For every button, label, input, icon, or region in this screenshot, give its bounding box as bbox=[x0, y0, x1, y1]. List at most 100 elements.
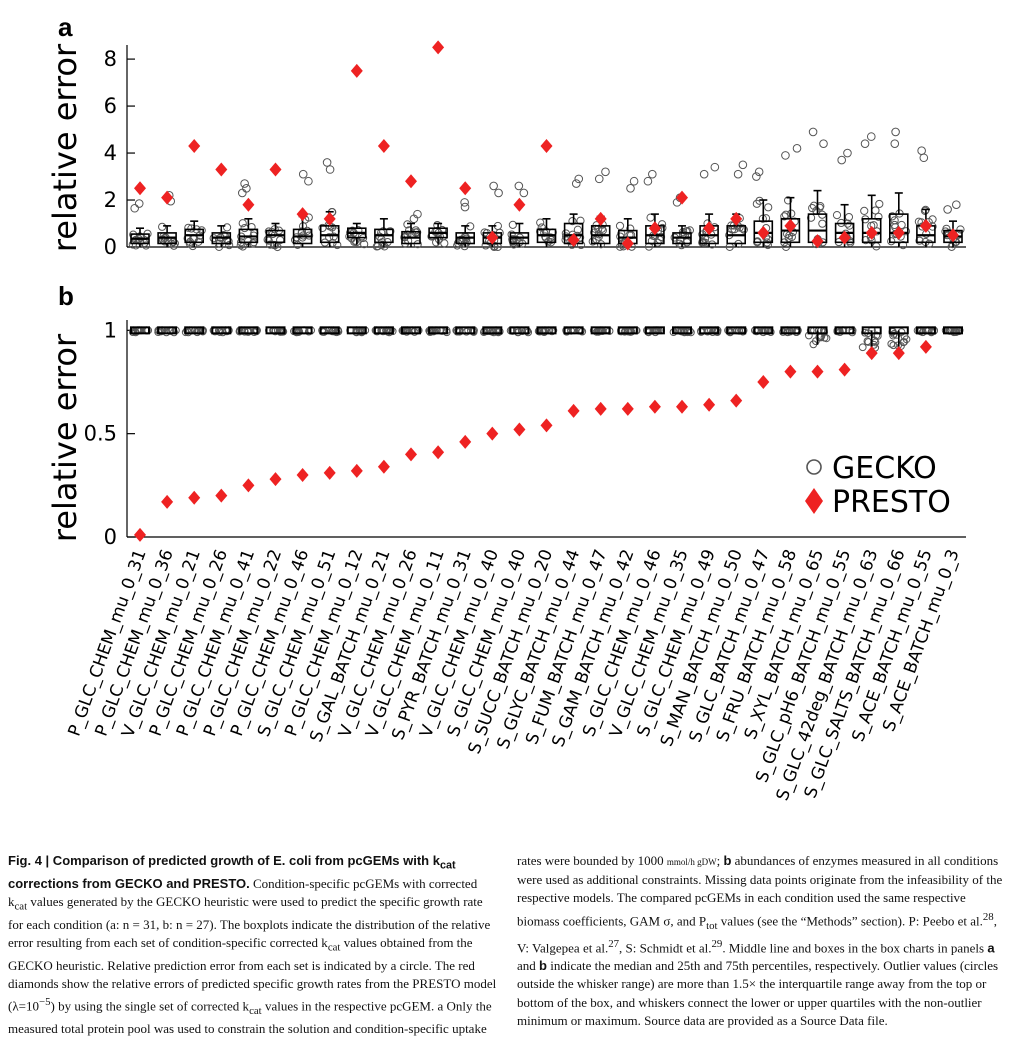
legend: GECKO PRESTO bbox=[805, 451, 951, 520]
gecko-point bbox=[240, 223, 249, 233]
gecko-outlier bbox=[571, 179, 581, 188]
gecko-point bbox=[889, 341, 898, 350]
gecko-point bbox=[169, 241, 179, 250]
gecko-outlier bbox=[643, 176, 653, 186]
presto-diamond bbox=[784, 364, 797, 379]
gecko-point bbox=[899, 338, 908, 347]
gecko-point bbox=[537, 223, 546, 232]
box bbox=[834, 326, 855, 335]
presto-diamond bbox=[676, 190, 688, 205]
gecko-point bbox=[490, 241, 499, 251]
gecko-point bbox=[426, 328, 435, 336]
presto-diamond bbox=[947, 228, 959, 243]
box bbox=[780, 326, 801, 335]
gecko-point bbox=[433, 226, 442, 236]
gecko-outlier bbox=[413, 209, 422, 219]
gecko-point bbox=[875, 199, 884, 209]
caption-segment: 27 bbox=[608, 937, 620, 950]
gecko-point bbox=[546, 233, 555, 242]
gecko-point bbox=[620, 327, 629, 336]
presto-diamond bbox=[865, 346, 878, 361]
gecko-point bbox=[536, 218, 545, 227]
caption-segment: abundances of enzymes measured in all co… bbox=[517, 853, 1003, 928]
gecko-point bbox=[238, 219, 247, 228]
gecko-point bbox=[440, 239, 449, 248]
gecko-outlier bbox=[514, 181, 524, 191]
gecko-outlier bbox=[322, 158, 332, 167]
gecko-outlier bbox=[754, 167, 764, 177]
presto-diamond bbox=[459, 434, 472, 449]
gecko-outlier bbox=[733, 169, 743, 179]
presto-diamond bbox=[296, 207, 309, 222]
gecko-point bbox=[787, 209, 796, 218]
gecko-point bbox=[576, 216, 585, 225]
x-tick-labels: P_GLC_CHEM_mu_0_31P_GLC_CHEM_mu_0_36V_GL… bbox=[64, 547, 963, 804]
presto-diamond bbox=[377, 139, 390, 153]
gecko-outlier bbox=[648, 169, 657, 179]
gecko-point bbox=[462, 234, 471, 243]
box bbox=[401, 326, 421, 335]
gecko-point bbox=[568, 217, 577, 226]
gecko-point bbox=[509, 240, 518, 249]
presto-diamond bbox=[730, 393, 743, 408]
presto-diamond bbox=[648, 221, 661, 236]
gecko-point bbox=[360, 240, 369, 249]
gecko-point bbox=[871, 206, 880, 215]
gecko-point bbox=[941, 227, 950, 236]
presto-diamond bbox=[865, 225, 878, 240]
presto-diamond bbox=[432, 445, 445, 460]
box bbox=[211, 326, 232, 335]
presto-diamond bbox=[892, 225, 905, 240]
gecko-point bbox=[278, 327, 287, 336]
presto-diamond bbox=[188, 139, 201, 153]
caption-segment: rates were bounded by 1000 bbox=[517, 853, 667, 868]
gecko-outlier bbox=[594, 174, 604, 184]
gecko-outlier bbox=[237, 188, 247, 198]
panel-b-y-tick-label: 0.5 bbox=[84, 422, 117, 446]
gecko-point bbox=[764, 203, 773, 212]
gecko-outlier bbox=[952, 200, 961, 210]
gecko-point bbox=[615, 221, 625, 230]
panel-a-plot: 0 2 4 6 8 bbox=[104, 40, 966, 259]
gecko-point bbox=[375, 232, 384, 241]
panel-a-y-tick-label: 8 bbox=[104, 47, 117, 71]
gecko-point bbox=[266, 240, 275, 249]
presto-diamond bbox=[486, 426, 499, 441]
gecko-point bbox=[887, 339, 896, 348]
caption-segment: cat bbox=[14, 900, 28, 913]
gecko-point bbox=[453, 241, 462, 250]
gecko-point bbox=[784, 328, 792, 337]
presto-diamond bbox=[134, 527, 146, 542]
presto-diamond bbox=[269, 162, 282, 177]
gecko-point bbox=[818, 219, 827, 228]
gecko-point bbox=[432, 238, 441, 247]
gecko-point bbox=[887, 237, 896, 246]
presto-diamond bbox=[703, 221, 716, 236]
gecko-point bbox=[780, 212, 789, 221]
caption-segment: −5 bbox=[38, 996, 51, 1009]
gecko-point bbox=[766, 328, 775, 336]
box bbox=[699, 326, 720, 335]
box bbox=[157, 326, 178, 335]
box bbox=[428, 326, 449, 335]
caption-segment: corrections from GECKO and PRESTO. bbox=[8, 875, 250, 891]
gecko-point bbox=[318, 327, 327, 336]
box bbox=[455, 326, 476, 335]
gecko-point bbox=[784, 196, 793, 205]
gecko-point bbox=[759, 328, 768, 337]
caption-segment: mmol/h gDW bbox=[666, 857, 717, 867]
gecko-point bbox=[225, 241, 234, 250]
gecko-point bbox=[141, 241, 151, 250]
box bbox=[563, 326, 584, 335]
gecko-outlier bbox=[919, 153, 929, 163]
box bbox=[915, 326, 936, 335]
presto-diamond bbox=[567, 232, 580, 247]
presto-diamond bbox=[242, 197, 255, 212]
gecko-point bbox=[378, 240, 387, 249]
gecko-outlier bbox=[866, 132, 876, 141]
presto-diamond bbox=[919, 339, 932, 354]
gecko-point bbox=[874, 212, 883, 221]
gecko-point bbox=[779, 328, 787, 336]
box bbox=[238, 326, 259, 335]
box bbox=[319, 225, 340, 244]
